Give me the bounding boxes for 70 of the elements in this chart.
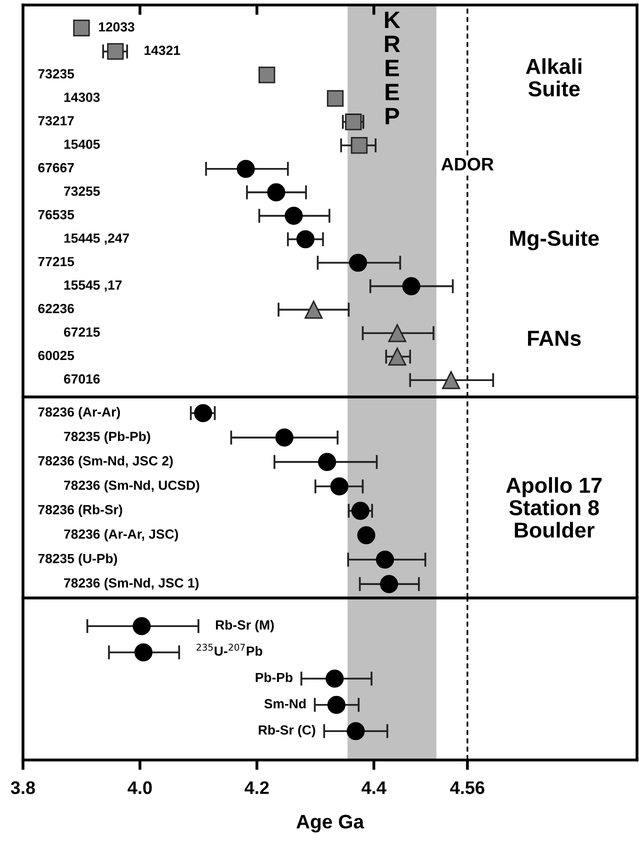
point [284, 206, 303, 225]
category-label: 60025 [38, 350, 74, 360]
category-label: 15405 [64, 140, 100, 149]
category-label: 78236 (Sm-Nd, JSC 2) [38, 456, 173, 468]
point [327, 696, 346, 714]
category-label: 73217 [38, 116, 74, 126]
point [326, 90, 344, 107]
category-label: 15445 ,247 [64, 233, 129, 245]
point [275, 428, 294, 447]
category-label: 78236 (Ar-Ar, JSC) [64, 529, 178, 542]
category-label: 62236 [38, 304, 74, 314]
category-label: 78236 (Sm-Nd, JSC 1) [64, 578, 199, 590]
point [236, 160, 255, 178]
point [351, 502, 370, 520]
point [345, 114, 362, 130]
category-label: 14321 [144, 46, 180, 56]
category-label: 76535 [38, 210, 74, 220]
category-label: 78235 (Pb-Pb) [64, 431, 150, 444]
point [380, 575, 398, 594]
point [349, 254, 368, 272]
point [194, 404, 212, 422]
x-tick-label: 4.0 [128, 781, 152, 794]
category-label: 67215 [64, 327, 100, 337]
y-tick-label: Pb-Pb [256, 672, 292, 682]
y-tick-label: $^{235}$U-$^{207}$Pb [196, 644, 262, 656]
y-tick-label: Sm-Nd [264, 698, 306, 708]
point [132, 617, 151, 636]
category-label: 78235 (U-Pb) [38, 554, 118, 566]
point [388, 348, 406, 366]
category-label: 78236 (Rb-Sr) [38, 504, 122, 517]
point [258, 66, 276, 84]
category-label: 78236 (Ar-Ar) [38, 406, 120, 420]
point [402, 277, 420, 296]
point [330, 477, 348, 496]
category-label: 12033 [98, 22, 134, 32]
point [73, 20, 90, 36]
category-label: 73255 [64, 186, 100, 196]
x-tick-label: 4.56 [450, 781, 484, 794]
y-tick-label: Rb-Sr (C) [258, 724, 316, 738]
point [318, 452, 336, 471]
x-tick-label: 4.2 [244, 781, 269, 794]
category-label: 14303 [64, 92, 100, 102]
point [326, 670, 344, 688]
point [388, 324, 406, 342]
band-label: KREEP [385, 12, 400, 124]
category-label: 15545 ,17 [64, 280, 122, 292]
point [304, 300, 323, 319]
point [107, 43, 124, 60]
x-tick-label: 3.8 [10, 781, 35, 794]
x-axis-title: Age Ga [296, 814, 364, 832]
category-label: 77215 [38, 256, 74, 266]
point [442, 371, 460, 390]
point [346, 722, 365, 740]
category-label: 67667 [38, 163, 74, 172]
point [296, 230, 314, 248]
point [350, 137, 368, 154]
category-label: 67016 [64, 374, 100, 384]
annotation: Mg-Suite [510, 230, 599, 250]
point [357, 526, 376, 544]
annotation: Apollo 17 Station 8 Boulder [506, 477, 602, 538]
annotation: Alkali Suite [526, 58, 582, 96]
point [267, 183, 286, 202]
x-tick-label: 4.4 [362, 781, 386, 794]
annotation: FANs [528, 330, 581, 346]
point [134, 643, 152, 662]
category-label: 73235 [38, 69, 74, 79]
y-tick-label: Rb-Sr (M) [216, 620, 274, 632]
ref-line-label: ADOR [441, 158, 494, 171]
point [376, 550, 394, 569]
category-label: 78236 (Sm-Nd, UCSD) [64, 480, 200, 493]
